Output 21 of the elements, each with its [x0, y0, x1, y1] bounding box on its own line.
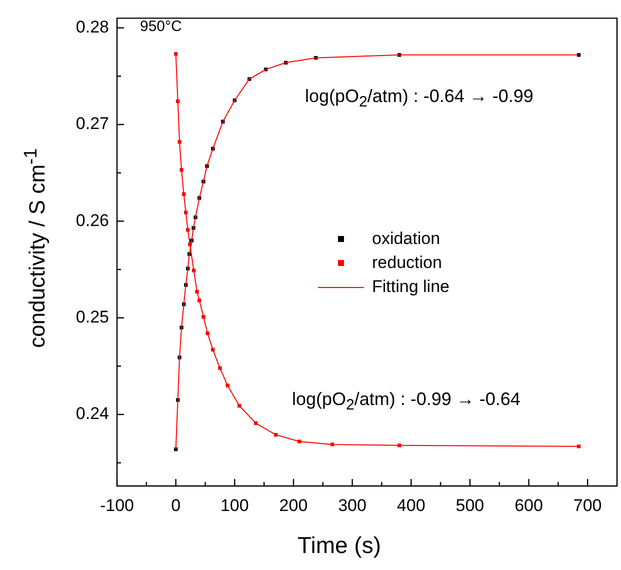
y-tick-label: 0.27 [76, 114, 109, 134]
x-tick-label: 600 [514, 496, 543, 515]
x-tick-label: 0 [171, 496, 181, 515]
y-tick-label: 0.28 [76, 18, 109, 37]
annotation: log(pO$_{2}$/atm) : -0.99 → -0.64 [292, 389, 520, 414]
y-tick-label: 0.26 [76, 210, 109, 230]
y-tick-label: 0.25 [76, 308, 109, 327]
x-tick-label: 200 [279, 496, 308, 515]
y-tick-label: 0.24 [76, 404, 109, 424]
x-axis-title: Time (s) [296, 532, 382, 559]
x-tick-label: -100 [100, 496, 134, 515]
legend-label: reduction [372, 253, 442, 273]
annotation: 950°C [140, 18, 182, 35]
legend-label: Fitting line [372, 277, 450, 297]
x-tick-label: 100 [220, 496, 249, 515]
x-tick-label: 400 [396, 496, 426, 515]
legend-label: oxidation [372, 229, 440, 249]
x-tick-label: 500 [456, 496, 484, 515]
annotation: log(pO$_{2}$/atm) : -0.64 → -0.99 [305, 86, 534, 111]
x-tick-label: 300 [338, 496, 366, 515]
x-tick-label: 700 [573, 496, 602, 515]
